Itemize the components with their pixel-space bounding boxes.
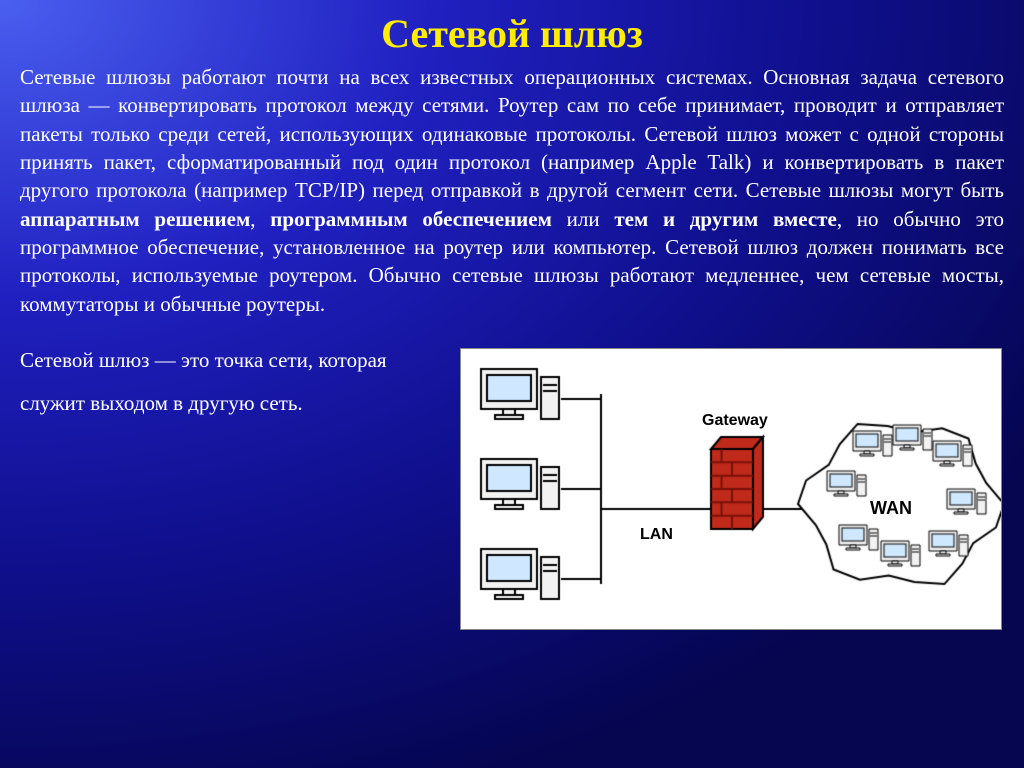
diagram-wrapper: LAN Gateway WAN [460,348,1002,635]
p-bold1: аппаратным решением [20,207,250,231]
gateway-label: Gateway [702,412,768,430]
caption-line1: Сетевой шлюз — это точка сети, которая [20,348,440,373]
p-bold2: программным обеспечением [270,207,552,231]
caption-block: Сетевой шлюз — это точка сети, которая с… [20,348,460,434]
network-diagram [460,348,1002,630]
p-mid1: , [250,207,270,231]
p-mid2: или [552,207,614,231]
p-bold3: тем и другим вместе [614,207,837,231]
wan-label: WAN [870,498,912,519]
lan-label: LAN [640,526,673,544]
slide-title: Сетевой шлюз [20,10,1004,57]
caption-line2: служит выходом в другую сеть. [20,391,440,416]
body-paragraph: Сетевые шлюзы работают почти на всех изв… [20,63,1004,318]
p-pre: Сетевые шлюзы работают почти на всех изв… [20,65,1004,202]
